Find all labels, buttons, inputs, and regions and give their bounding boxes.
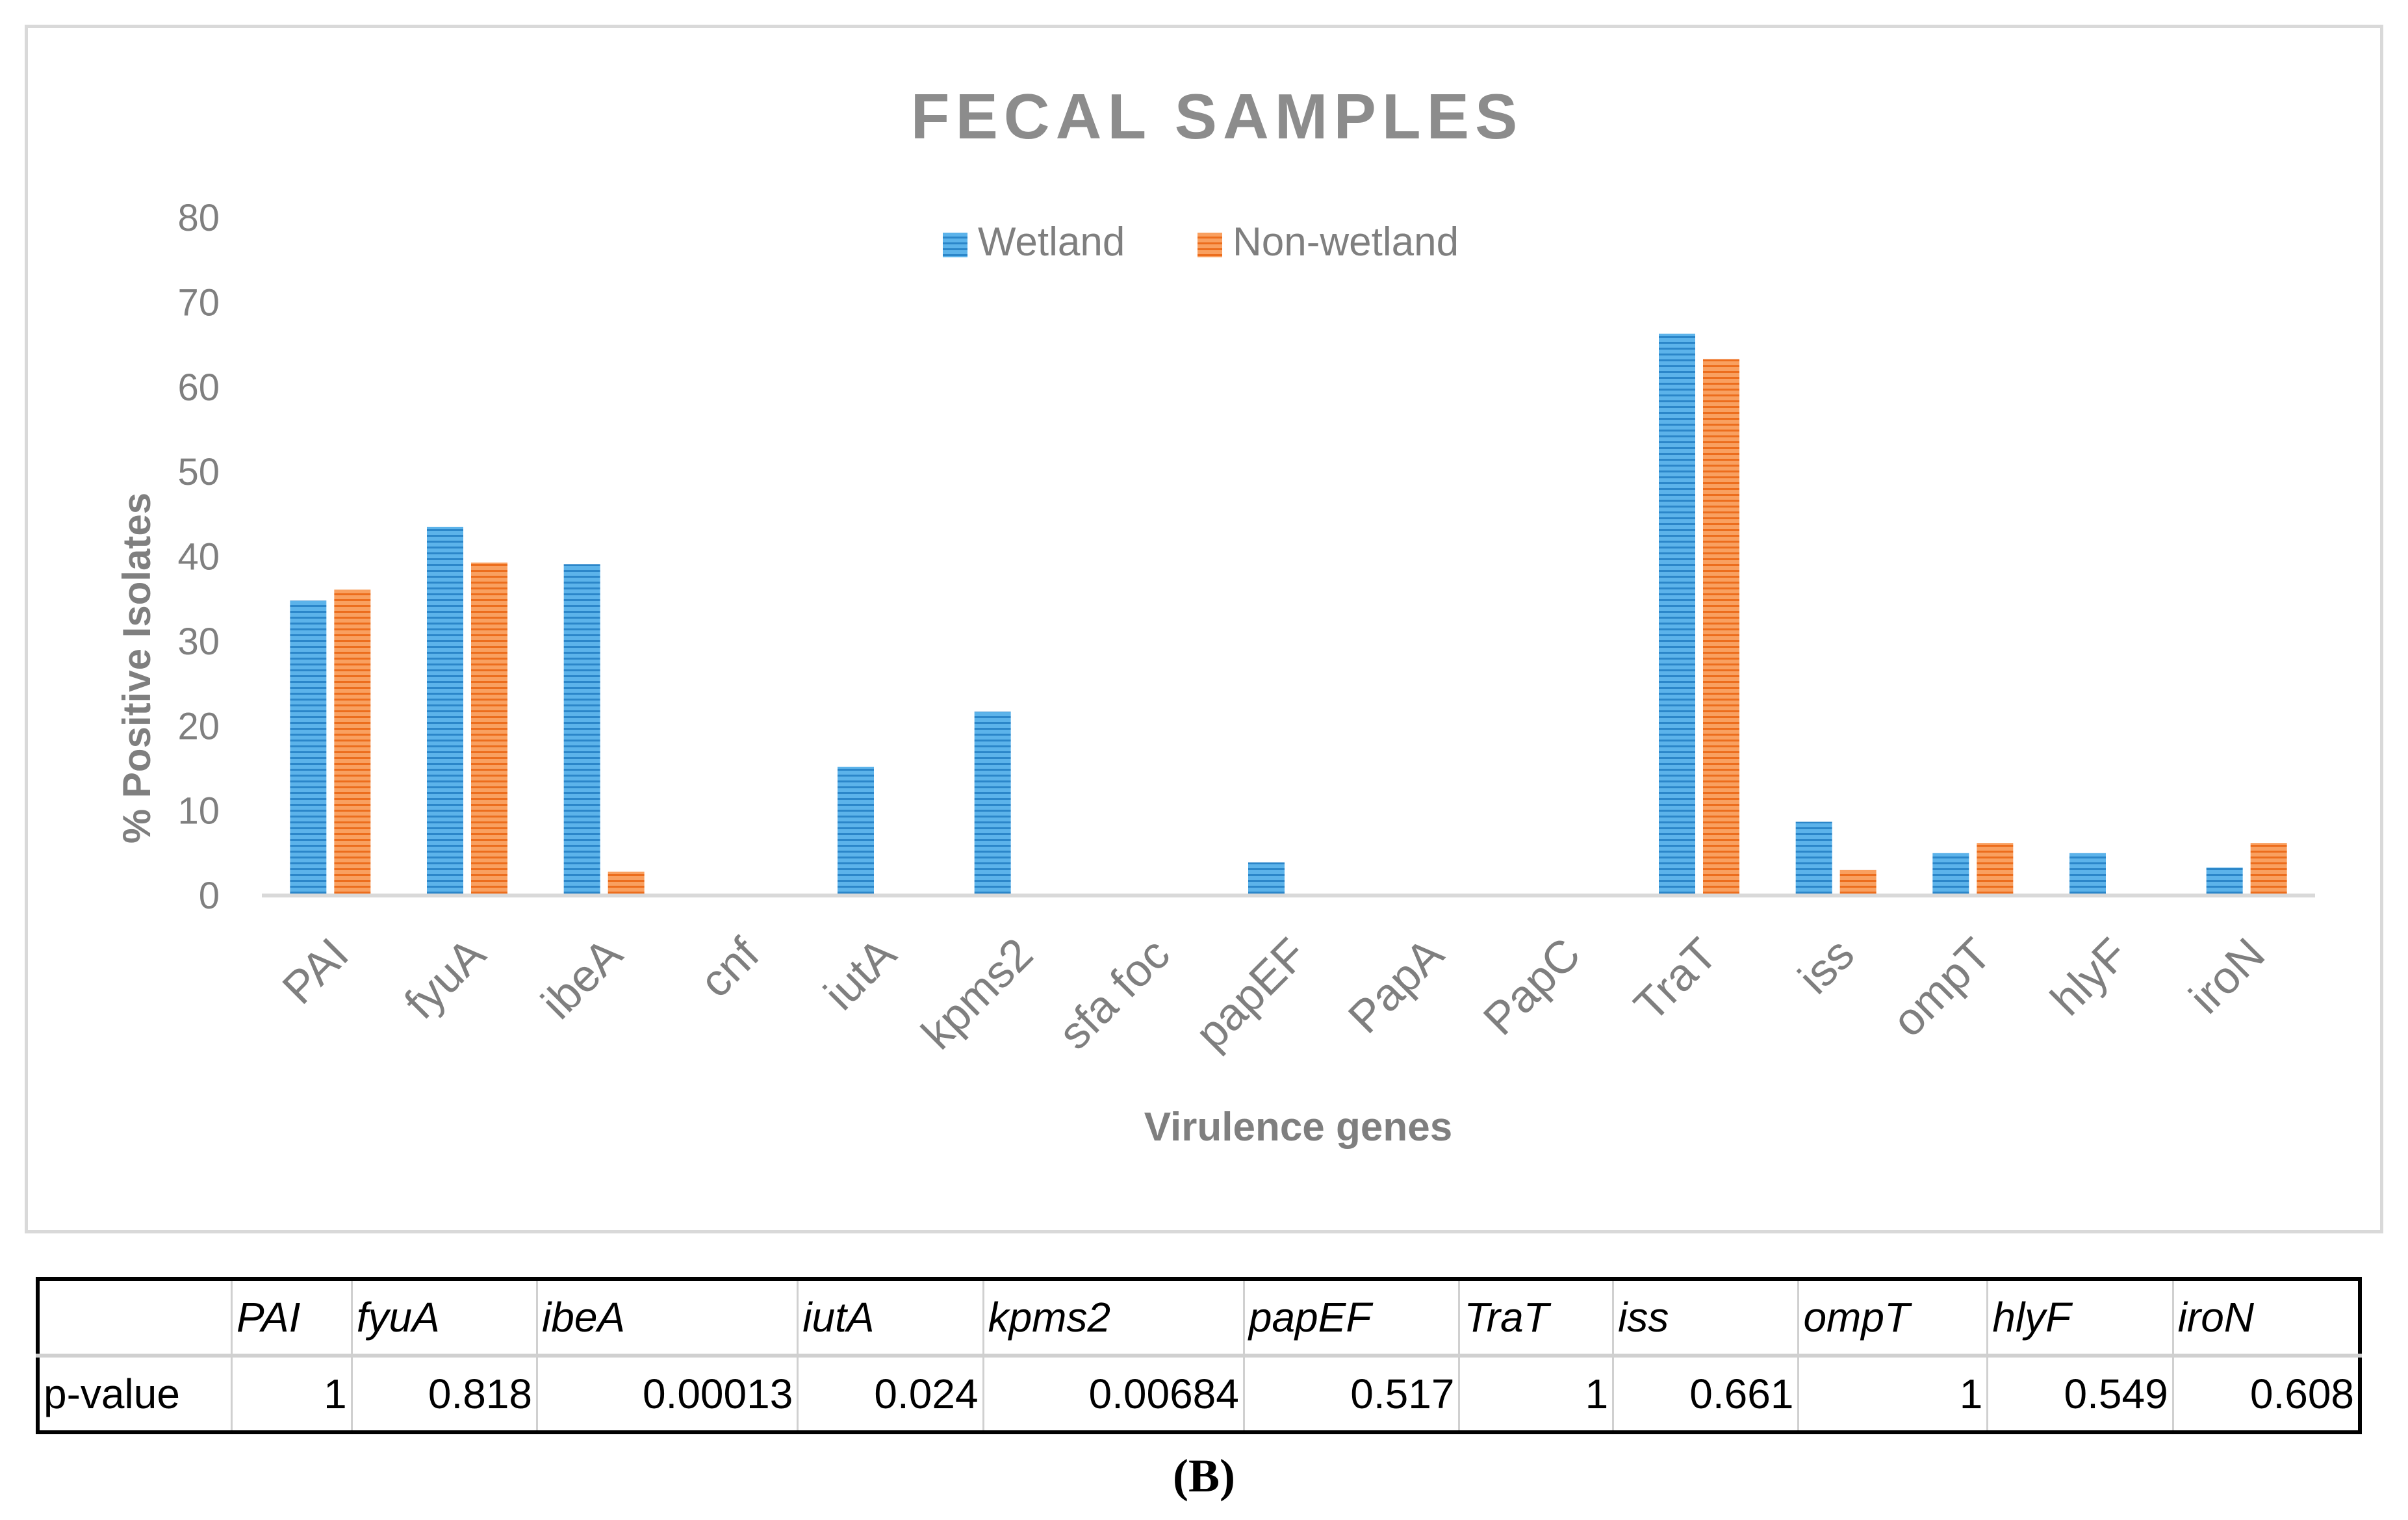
bar-non-wetland-ibea (608, 871, 645, 895)
p-value-header-empty (36, 1277, 233, 1358)
x-tick-label: PapC (1474, 928, 1590, 1044)
x-tick-label: PapA (1338, 928, 1453, 1042)
y-tick-label: 80 (177, 197, 220, 239)
y-tick-label: 0 (199, 875, 220, 917)
p-value-cell: 0.00684 (982, 1354, 1245, 1434)
p-value-gene-header: ompT (1797, 1277, 1989, 1358)
legend: Wetland Non-wetland (943, 220, 1459, 264)
p-value-gene-header: TraT (1458, 1277, 1615, 1358)
p-value-table: PAI fyuA ibeA iutA kpms2 papEF TraT iss … (36, 1277, 2362, 1434)
bar-non-wetland-ompt (1977, 843, 2014, 895)
x-tick-label: iss (1789, 928, 1864, 1003)
p-value-cell: 0.517 (1242, 1354, 1461, 1434)
legend-label-non-wetland: Non-wetland (1233, 220, 1459, 264)
x-tick-label: fyuA (394, 928, 494, 1028)
y-tick-label: 10 (177, 790, 220, 832)
bar-non-wetland-iss (1839, 869, 1876, 895)
y-tick-label: 40 (177, 536, 220, 578)
y-tick-label: 50 (177, 451, 220, 493)
panel-label: (B) (1173, 1450, 1235, 1502)
bar-wetland-iron (2206, 867, 2243, 895)
p-value-gene-header: papEF (1242, 1277, 1461, 1358)
x-axis-label: Virulence genes (1144, 1105, 1452, 1150)
p-value-gene-header: iss (1612, 1277, 1800, 1358)
p-value-cell: 0.608 (2171, 1354, 2362, 1434)
p-value-cell: 1 (1458, 1354, 1615, 1434)
bar-wetland-pai (290, 600, 327, 895)
legend-swatch-non-wetland (1198, 233, 1222, 257)
x-tick-label: cnf (690, 928, 769, 1007)
bar-wetland-papef (1248, 862, 1285, 895)
x-tick-label: hlyF (2041, 928, 2138, 1025)
legend-label-wetland: Wetland (978, 220, 1125, 264)
chart-title: FECAL SAMPLES (911, 81, 1524, 152)
x-tick-label: iroN (2179, 928, 2274, 1023)
x-tick-label: ompT (1882, 928, 2001, 1046)
bar-wetland-iuta (838, 766, 874, 895)
chart-frame: FECAL SAMPLES Wetland Non-wetland % Posi… (25, 25, 2383, 1233)
bar-wetland-hlyf (2069, 853, 2106, 895)
bar-wetland-ompt (1932, 853, 1969, 895)
bar-wetland-trat (1659, 333, 1695, 895)
y-tick-label: 60 (177, 367, 220, 409)
p-value-gene-header: fyuA (350, 1277, 539, 1358)
bars (290, 333, 2287, 895)
bar-wetland-ibea (563, 564, 600, 895)
p-value-gene-header: hlyF (1986, 1277, 2174, 1358)
x-tick-label: papEF (1186, 928, 1316, 1059)
p-value-cell: 0.024 (797, 1354, 984, 1434)
p-value-gene-header: iutA (797, 1277, 984, 1358)
p-value-cell: 0.549 (1986, 1354, 2174, 1434)
bar-chart: FECAL SAMPLES Wetland Non-wetland % Posi… (115, 81, 2315, 1150)
bar-wetland-fyua (427, 526, 463, 895)
p-value-gene-header: iroN (2171, 1277, 2362, 1358)
p-value-cell: 1 (1797, 1354, 1989, 1434)
bar-non-wetland-pai (334, 589, 371, 895)
p-value-row: p-value 1 0.818 0.00013 0.024 0.00684 0.… (36, 1354, 2362, 1434)
bar-non-wetland-fyua (471, 562, 507, 895)
p-value-gene-header: kpms2 (982, 1277, 1245, 1358)
bar-wetland-iss (1795, 821, 1832, 895)
p-value-cell: 0.818 (350, 1354, 539, 1434)
bar-non-wetland-trat (1703, 359, 1739, 895)
x-tick-label: sfa foc (1049, 928, 1179, 1059)
y-tick-label: 20 (177, 705, 220, 747)
y-axis-ticks: 0 10 20 30 40 50 60 70 80 (177, 197, 220, 917)
p-value-gene-header: PAI (231, 1277, 353, 1358)
y-tick-label: 30 (177, 621, 220, 663)
p-value-gene-header: ibeA (536, 1277, 799, 1358)
legend-swatch-wetland (943, 233, 967, 257)
p-value-cell: 0.00013 (536, 1354, 799, 1434)
x-tick-label: ibeA (532, 928, 632, 1028)
p-value-row-label: p-value (36, 1354, 233, 1434)
p-value-header-row: PAI fyuA ibeA iutA kpms2 papEF TraT iss … (36, 1277, 2362, 1358)
x-axis-tick-labels: PAI fyuA ibeA cnf iutA kpms2 sfa foc papEF PapA P… (273, 928, 2275, 1059)
bar-non-wetland-iron (2250, 843, 2287, 895)
y-axis-label: % Positive Isolates (115, 493, 159, 844)
y-tick-label: 70 (177, 281, 220, 324)
x-tick-label: TraT (1624, 928, 1727, 1031)
x-tick-label: PAI (273, 928, 358, 1013)
p-value-cell: 0.661 (1612, 1354, 1800, 1434)
x-tick-label: iutA (814, 928, 906, 1020)
p-value-cell: 1 (231, 1354, 353, 1434)
bar-wetland-kpms2 (974, 712, 1011, 895)
x-tick-label: kpms2 (912, 928, 1042, 1059)
